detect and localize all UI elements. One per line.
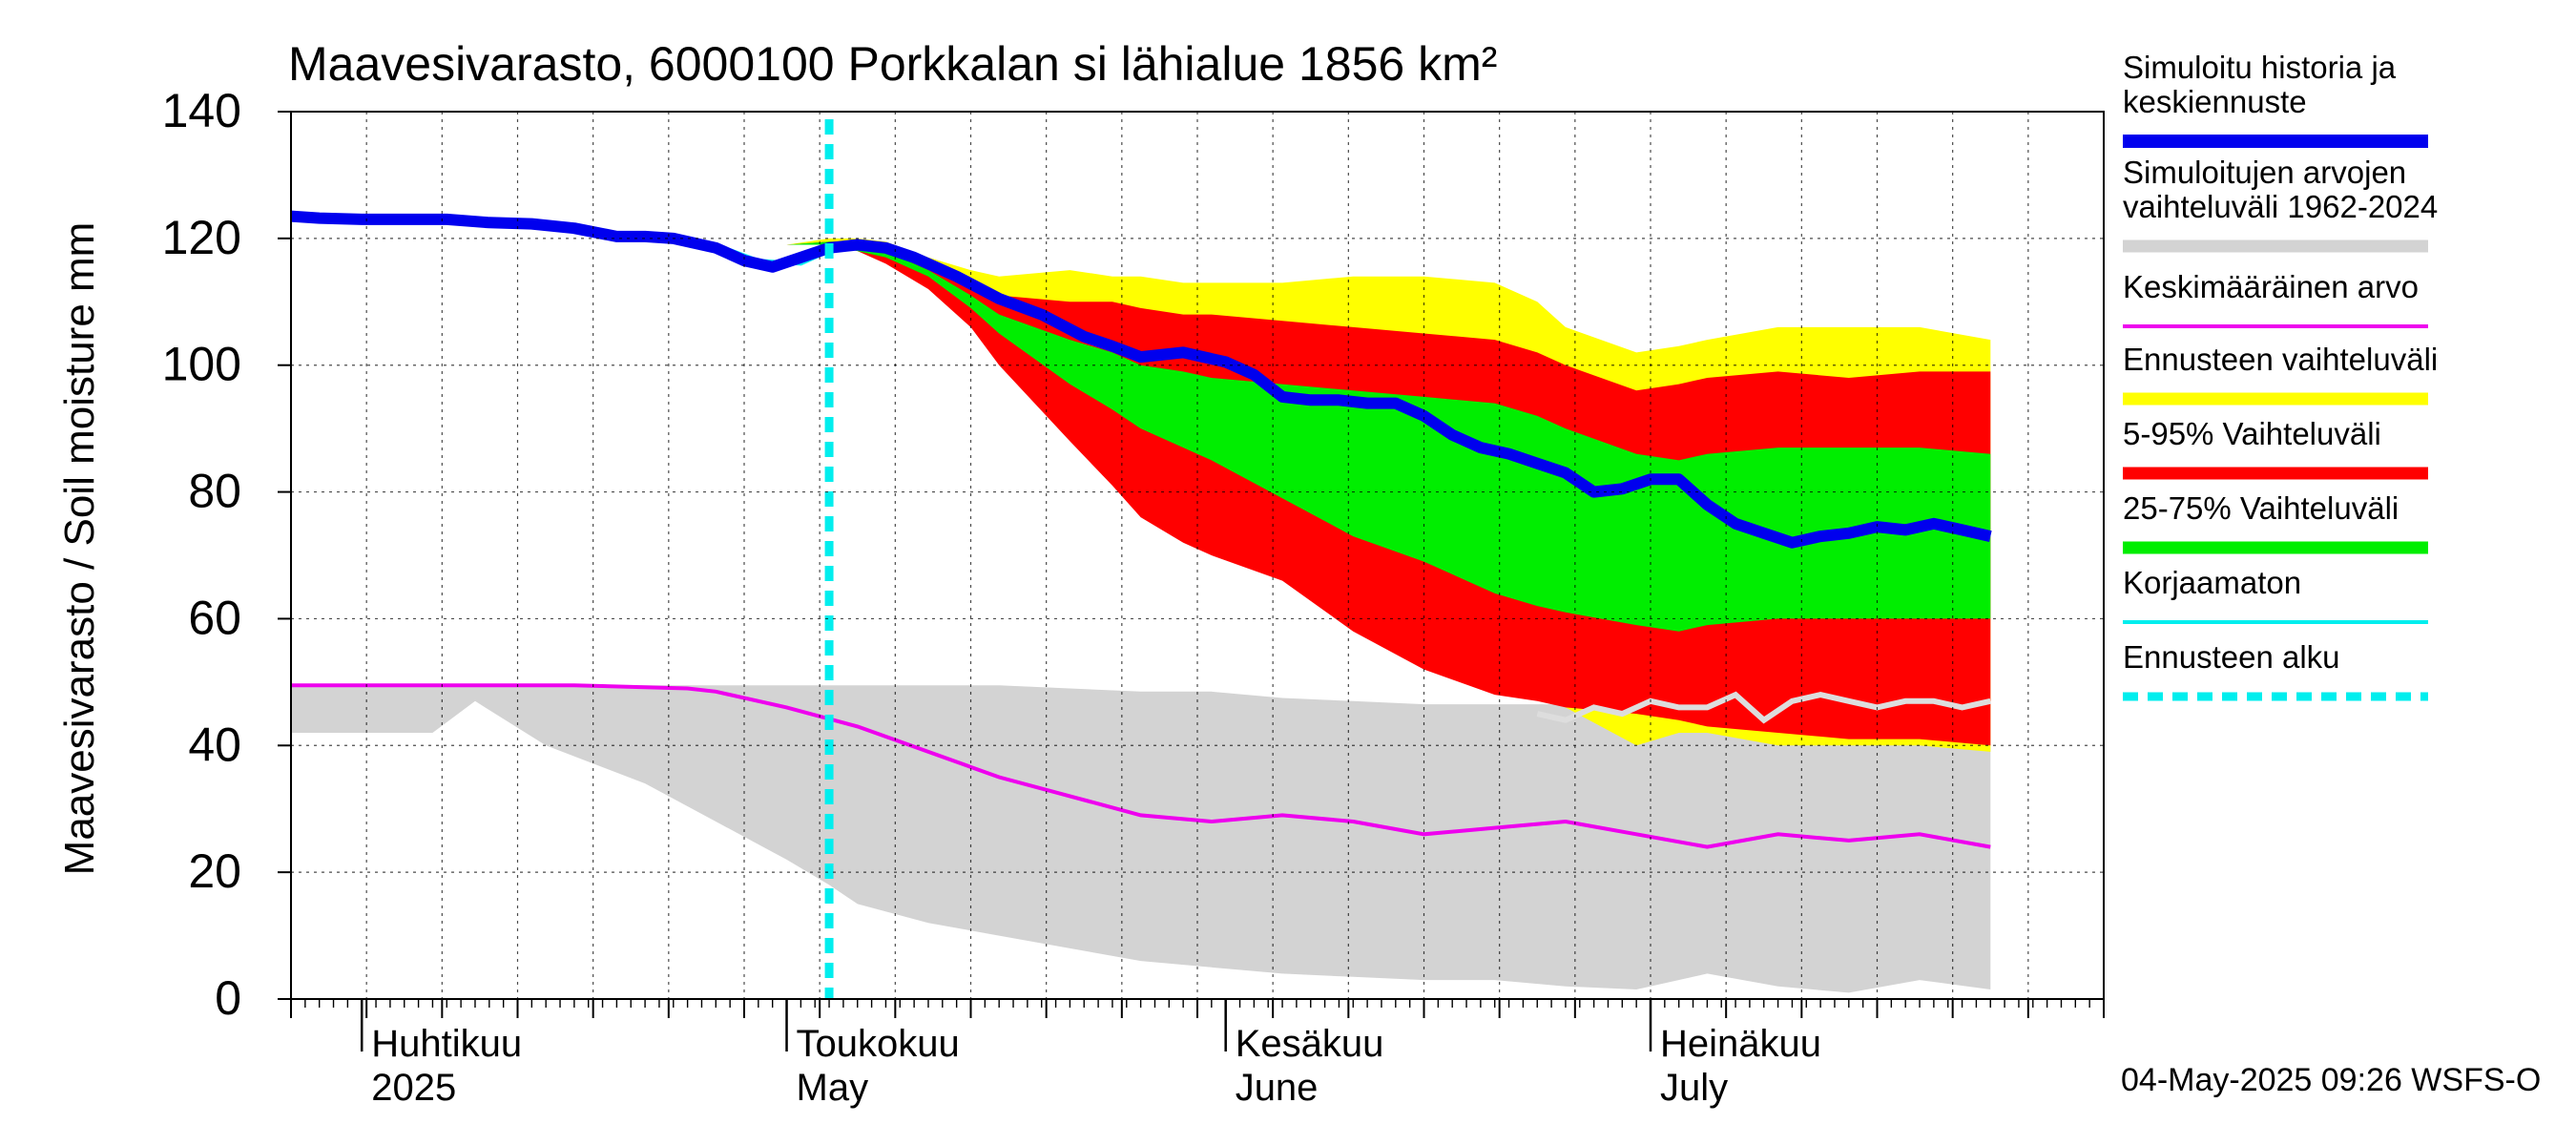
month-label-fi: Huhtikuu [371, 1023, 522, 1065]
y-tick-label: 60 [188, 591, 241, 644]
month-label-en: 2025 [371, 1067, 456, 1109]
footer-timestamp: 04-May-2025 09:26 WSFS-O [2121, 1062, 2541, 1098]
y-tick-label: 100 [162, 338, 241, 391]
month-label-fi: Kesäkuu [1236, 1023, 1384, 1065]
median-line [290, 210, 1992, 549]
y-tick-label: 40 [188, 718, 241, 771]
legend-label: vaihteluväli 1962-2024 [2123, 189, 2438, 224]
month-label-fi: Toukokuu [797, 1023, 960, 1065]
plot-area [290, 119, 1992, 999]
historical-range-band [291, 685, 1991, 993]
month-label-en: May [797, 1067, 869, 1109]
y-axis-label: Maavesivarasto / Soil moisture mm [56, 222, 103, 876]
grid [291, 112, 2104, 999]
y-tick-label: 80 [188, 465, 241, 518]
legend-label: Korjaamaton [2123, 565, 2301, 600]
legend-label: Simuloitu historia ja [2123, 50, 2397, 85]
legend-label: keskiennuste [2123, 84, 2307, 119]
y-tick-label: 0 [215, 971, 241, 1025]
y-tick-label: 120 [162, 211, 241, 264]
month-label-en: June [1236, 1067, 1319, 1109]
p25-75-band [730, 241, 1991, 632]
forecast-lower-line [1536, 691, 1991, 724]
month-label-fi: Heinäkuu [1660, 1023, 1821, 1065]
legend-label: 25-75% Vaihteluväli [2123, 490, 2399, 526]
mean-line [291, 683, 1991, 849]
legend-label: 5-95% Vaihteluväli [2123, 416, 2381, 451]
y-tick-label: 20 [188, 844, 241, 898]
chart-title: Maavesivarasto, 6000100 Porkkalan si läh… [288, 37, 1497, 91]
y-tick-label: 140 [162, 84, 241, 137]
legend-label: Ennusteen vaihteluväli [2123, 342, 2438, 377]
legend-label: Keskimääräinen arvo [2123, 269, 2419, 304]
legend-label: Simuloitujen arvojen [2123, 155, 2406, 190]
legend-label: Ennusteen alku [2123, 639, 2340, 675]
month-label-en: July [1660, 1067, 1728, 1109]
